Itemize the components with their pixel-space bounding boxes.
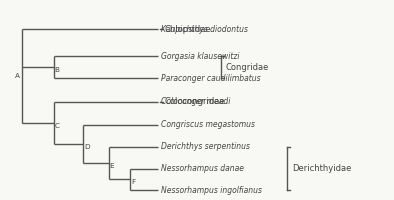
Text: A: A: [15, 73, 20, 79]
Text: Coloconger meadi: Coloconger meadi: [161, 97, 230, 106]
Text: D: D: [84, 144, 89, 150]
Text: E: E: [110, 163, 114, 169]
Text: C: C: [54, 123, 59, 129]
Text: Congridae: Congridae: [226, 63, 269, 72]
Text: Derichthyidae: Derichthyidae: [292, 164, 352, 173]
Text: Chlopsidae: Chlopsidae: [165, 25, 212, 34]
Text: Congriscus megastomus: Congriscus megastomus: [161, 120, 255, 129]
Text: Derichthys serpentinus: Derichthys serpentinus: [161, 142, 250, 151]
Text: F: F: [131, 179, 135, 185]
Text: Gorgasia klausewitzi: Gorgasia klausewitzi: [161, 52, 240, 61]
Text: Nessorhampus ingolfianus: Nessorhampus ingolfianus: [161, 186, 262, 195]
Text: Kaupichthys diodontus: Kaupichthys diodontus: [161, 25, 248, 34]
Text: Nessorhampus danae: Nessorhampus danae: [161, 164, 244, 173]
Text: Colocongridae: Colocongridae: [165, 97, 225, 106]
Text: B: B: [54, 67, 59, 73]
Text: Paraconger caudilimbatus: Paraconger caudilimbatus: [161, 74, 260, 83]
